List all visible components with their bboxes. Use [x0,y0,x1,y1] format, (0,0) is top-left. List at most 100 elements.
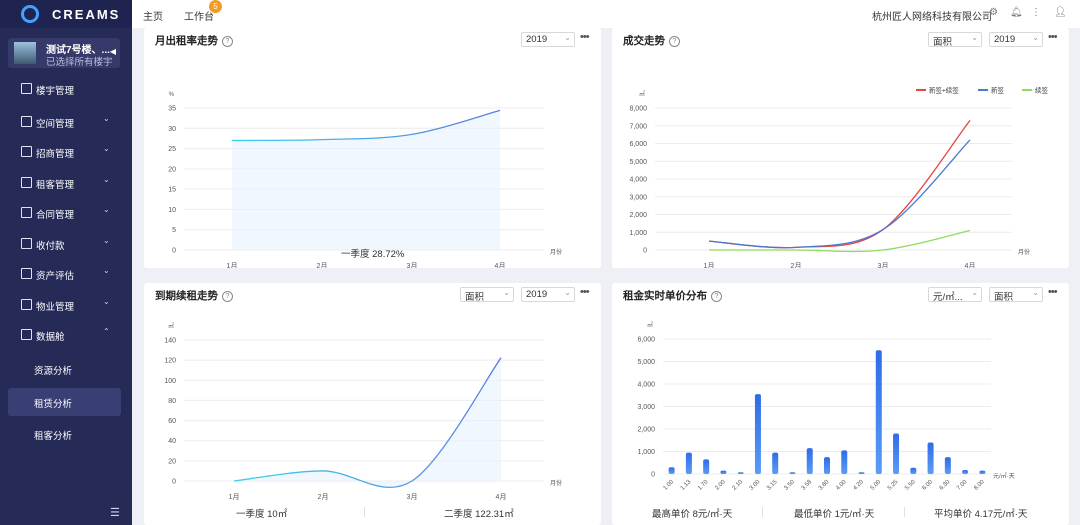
sidebar-item[interactable]: 招商管理 ⌄ [0,138,132,166]
help-icon[interactable]: ? [222,291,233,302]
y-tick-label: 35 [168,106,176,113]
bar[interactable] [858,472,865,474]
legend-label: 新签+续签 [929,86,959,95]
sidebar-subitem[interactable]: 租客分析 [8,420,121,448]
sidebar-item[interactable]: 租客管理 ⌄ [0,169,132,197]
renewal-card: 到期续租走势? 面积 ⌄ 2019 ⌄ ••• 0 20 40 60 80 100 120 140… [144,283,601,525]
logo[interactable]: CREAMS [0,0,132,28]
collapse-menu-icon[interactable]: ☰ [110,507,120,519]
x-tick-label: 4.00 [835,479,848,492]
year-select[interactable]: 2019 ⌄ [521,32,575,47]
more-icon[interactable]: ••• [1048,286,1058,298]
y-tick-label: 10 [168,207,176,214]
series-line [231,109,501,142]
bar[interactable] [875,350,882,474]
year-select[interactable]: 2019 ⌄ [989,32,1043,47]
y-axis-unit: ㎡ [168,322,174,330]
nav-home[interactable]: 主页 [143,12,163,23]
bar[interactable] [720,470,727,474]
unit-select[interactable]: 面积 ⌄ [928,32,982,48]
bar[interactable] [772,452,779,474]
sidebar-item-label: 租客管理 [36,180,75,191]
sidebar-item[interactable]: 空间管理 ⌄ [0,108,132,136]
bar[interactable] [789,472,796,474]
chevron-down-icon: ⌄ [503,288,510,297]
bar[interactable] [737,472,744,474]
y-tick-label: 5,000 [637,359,655,366]
company-name[interactable]: 杭州匠人网络科技有限公司 [872,12,992,23]
bell-icon[interactable]: 🔔︎ [1010,7,1023,18]
y-tick-label: 2,000 [637,427,655,434]
help-icon[interactable]: ? [711,291,722,302]
series-line [233,357,502,488]
bar[interactable] [910,467,917,474]
help-icon[interactable]: ? [222,36,233,47]
x-tick-label: 3.80 [818,479,831,492]
sidebar-item[interactable]: 楼宇管理 [0,75,132,103]
notification-badge: 5 [209,0,222,13]
building-name: 测试7号楼、... [46,45,110,56]
y-tick-label: 0 [651,472,655,479]
sidebar: CREAMS 测试7号楼、... 已选择所有楼宇 ◀ 楼宇管理 空间管理 ⌄ 招商管理… [0,0,132,525]
x-tick-label: 1月 [229,493,240,501]
x-tick-label: 3月 [407,493,418,501]
unit-select[interactable]: 面积 ⌄ [989,287,1043,303]
more-vertical-icon[interactable]: ⋮ [1031,7,1041,18]
menu-icon [21,116,32,127]
more-icon[interactable]: ••• [580,31,590,43]
sidebar-item[interactable]: 合同管理 ⌄ [0,199,132,227]
sidebar-item[interactable]: 数据舱 ⌃ [0,321,132,349]
y-axis-unit: ㎡ [639,90,645,98]
user-icon[interactable]: 👤︎ [1054,7,1067,18]
x-tick-label: 6.30 [939,479,952,492]
bar[interactable] [703,459,710,474]
bar[interactable] [962,469,969,474]
unit-select[interactable]: 面积 ⌄ [460,287,514,303]
y-tick-label: 0 [643,248,647,255]
sidebar-subitem-label: 租客分析 [34,431,73,442]
bar[interactable] [806,448,813,474]
menu-icon [21,83,32,94]
x-tick-label: 2月 [317,262,328,268]
menu-icon [21,299,32,310]
bar[interactable] [893,433,900,475]
x-tick-label: 1.70 [697,479,710,492]
bar[interactable] [979,470,986,474]
sidebar-item[interactable]: 资产评估 ⌄ [0,260,132,288]
building-selector[interactable]: 测试7号楼、... 已选择所有楼宇 ◀ [8,38,120,68]
top-bar: 主页 工作台 5 杭州匠人网络科技有限公司 ⚙ 🔔︎ ⋮ 👤︎ [132,0,1080,28]
x-tick-label: 3月 [407,262,418,268]
sidebar-item[interactable]: 物业管理 ⌄ [0,291,132,319]
bar[interactable] [824,457,830,474]
help-icon[interactable]: ? [669,36,680,47]
settings-icon[interactable]: ⚙ [989,7,998,18]
sidebar-subitem[interactable]: 租赁分析 [8,388,121,416]
sidebar-item-label: 空间管理 [36,119,75,130]
bar[interactable] [754,394,761,474]
y-tick-label: 80 [168,398,176,405]
y-tick-label: 6,000 [629,141,647,148]
more-icon[interactable]: ••• [1048,31,1058,43]
nav-workbench[interactable]: 工作台 [184,12,214,23]
year-select[interactable]: 2019 ⌄ [521,287,575,302]
y-tick-label: 6,000 [637,337,655,344]
menu-icon [21,329,32,340]
bar[interactable] [927,442,934,475]
bar[interactable] [668,467,675,474]
sidebar-item[interactable]: 收付款 ⌄ [0,230,132,258]
sidebar-subitem[interactable]: 资源分析 [8,355,121,383]
bar[interactable] [685,452,692,474]
menu-icon [21,177,32,188]
card-title: 成交走势? [623,33,680,48]
x-tick-label: 5.00 [870,479,883,492]
bar[interactable] [944,457,951,474]
menu-icon [21,238,32,249]
x-tick-label: 5.50 [904,479,917,492]
sidebar-item-label: 物业管理 [36,302,75,313]
chevron-icon: ⌄ [103,297,110,306]
price-unit-select[interactable]: 元/㎡... ⌄ [928,287,982,303]
bar[interactable] [841,450,848,474]
more-icon[interactable]: ••• [580,286,590,298]
logo-icon [21,5,39,23]
